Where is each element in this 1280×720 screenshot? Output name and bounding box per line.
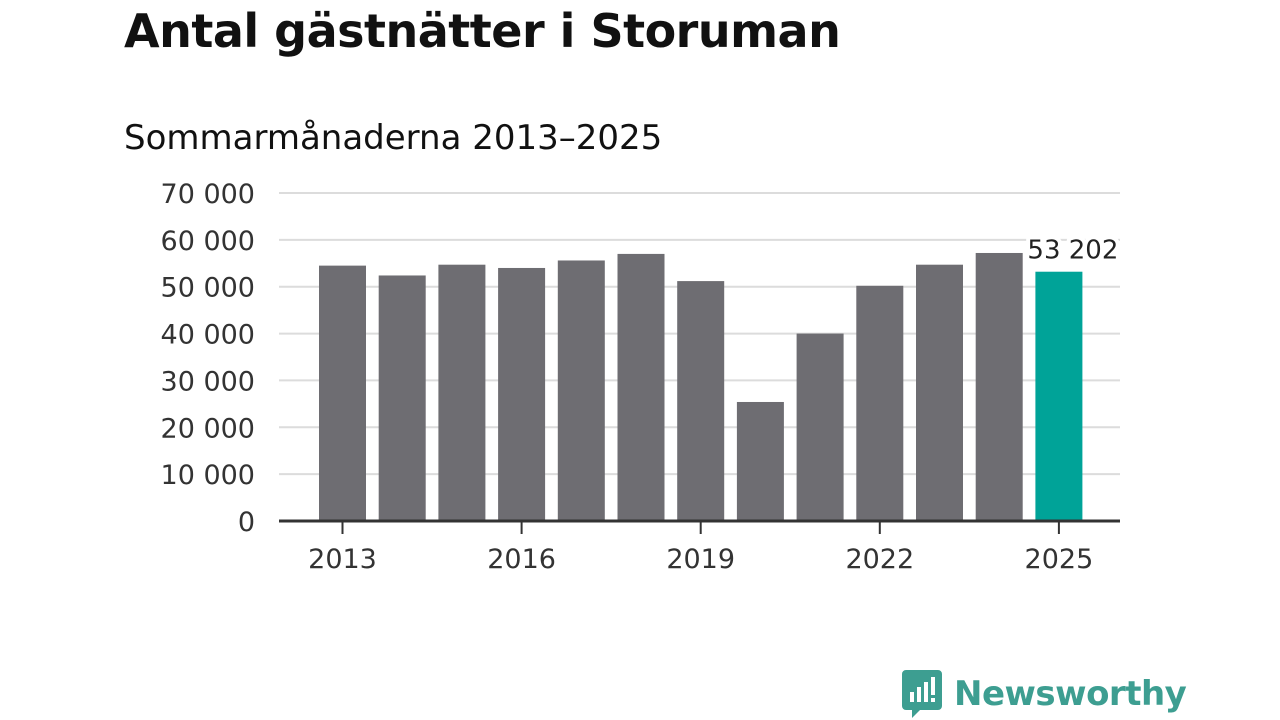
bar-2014 [378, 275, 426, 521]
x-tick-label: 2013 [308, 544, 377, 575]
x-tick-label: 2016 [487, 544, 556, 575]
bar-2025 [1035, 271, 1083, 521]
y-tick-label: 50 000 [161, 273, 255, 304]
y-tick-label: 0 [238, 507, 255, 538]
x-axis-ticks: 2013 2016 2019 2022 2025 [308, 521, 1093, 575]
bar-2016 [498, 267, 546, 521]
bar-2024 [975, 252, 1023, 521]
y-tick-label: 10 000 [161, 460, 255, 491]
bar-2021 [796, 333, 844, 521]
bar-2019 [677, 281, 725, 521]
bar-2020 [736, 401, 784, 521]
bars [319, 252, 1083, 521]
bar-2017 [557, 260, 605, 521]
x-tick-label: 2019 [666, 544, 735, 575]
bar-2022 [856, 285, 904, 521]
y-tick-label: 70 000 [161, 179, 255, 210]
data-label-2025: 53 202 [1027, 236, 1118, 266]
newsworthy-logo-icon [902, 670, 942, 718]
y-tick-label: 30 000 [161, 366, 255, 397]
chart-subtitle: Sommarmånaderna 2013–2025 [124, 118, 663, 158]
bar-2023 [916, 264, 963, 521]
bar-2013 [319, 265, 366, 521]
y-tick-label: 20 000 [161, 413, 255, 444]
chart-title: Antal gästnätter i Storuman [124, 4, 841, 58]
x-tick-label: 2022 [845, 544, 914, 575]
brand-logo: Newsworthy [902, 670, 1187, 718]
y-tick-label: 60 000 [161, 226, 255, 257]
bar-chart: 0 10 000 20 000 30 000 40 000 50 000 60 000 70 … [160, 179, 1122, 575]
x-tick-label: 2025 [1025, 544, 1094, 575]
y-axis-ticks: 0 10 000 20 000 30 000 40 000 50 000 60 000 70 … [161, 179, 255, 538]
data-label-halo: 53 202 [1027, 236, 1118, 266]
y-tick-label: 40 000 [161, 320, 255, 351]
bar-2018 [617, 253, 665, 521]
brand-name: Newsworthy [954, 674, 1187, 714]
bar-2015 [438, 264, 486, 521]
